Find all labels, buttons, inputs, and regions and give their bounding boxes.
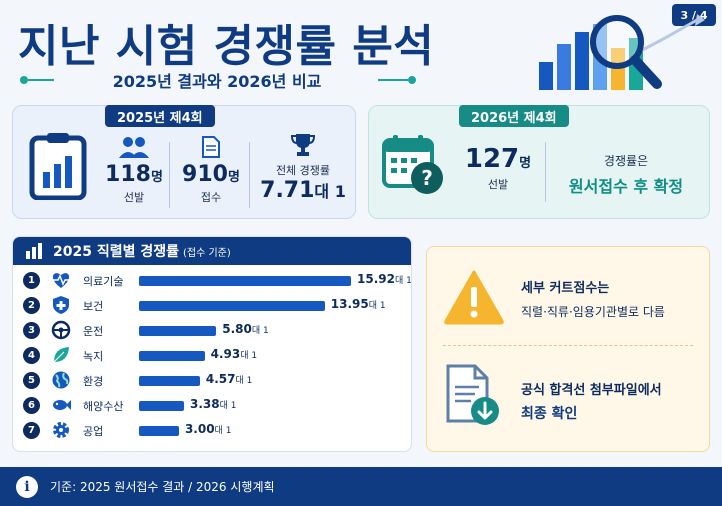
- divider: [545, 142, 546, 202]
- rank-value: 4.93대 1: [210, 347, 258, 361]
- official-note-line2: 최종 확인: [521, 406, 578, 422]
- divider: [169, 142, 170, 208]
- notes-divider: [443, 345, 693, 346]
- steering-wheel-icon: [51, 320, 71, 340]
- page-title: 지난 시험 경쟁률 분석: [18, 21, 435, 72]
- stat-label: 선발: [123, 191, 145, 204]
- stat-selected-2026: 127명 선발: [459, 144, 537, 192]
- rank-number-badge: 3: [23, 322, 40, 339]
- rank-category-name: 운전: [83, 325, 104, 338]
- ranking-title: 2025 직렬별 경쟁률: [53, 244, 179, 260]
- footer: i 기준: 2025 원서접수 결과 / 2026 시행계획: [0, 467, 722, 506]
- ranking-row: 1 의료기술 15.92대 1: [13, 269, 412, 293]
- ranking-row: 3 운전 5.80대 1: [13, 319, 411, 343]
- rank-bar: [139, 301, 325, 311]
- rank-number-badge: 7: [23, 422, 40, 439]
- stat-unit: 명: [519, 156, 532, 171]
- stat-value: 910: [182, 162, 228, 187]
- ranking-row: 6 해양수산 3.38대 1: [13, 394, 411, 418]
- document-download-icon: [446, 364, 499, 425]
- rank-bar: [139, 376, 200, 386]
- rank-number-badge: 5: [23, 372, 40, 389]
- rank-category-name: 보건: [83, 300, 104, 313]
- stat-label: 선발: [487, 178, 509, 191]
- stat-rate-2026: 경쟁률은 원서접수 후 확정: [551, 152, 701, 197]
- subtitle-row: 2025년 결과와 2026년 비교: [20, 68, 416, 92]
- subtitle-line-left: [28, 79, 54, 81]
- rank-value: 15.92대 1: [357, 272, 412, 286]
- document-icon: [202, 136, 220, 158]
- subtitle-dot-right: [408, 76, 416, 84]
- bar-chart-magnifier-icon: [539, 14, 705, 90]
- people-icon: [119, 137, 149, 158]
- divider: [249, 142, 250, 208]
- card-2025: 2025년 제4회 118명 선발 910명 접수: [12, 105, 356, 219]
- rank-number-badge: 2: [23, 297, 40, 314]
- cutoff-note-line2: 직렬·직류·임용기관별로 다름: [521, 305, 665, 319]
- ranking-row: 5 환경 4.57대 1: [13, 369, 411, 393]
- subtitle-dot-left: [20, 76, 28, 84]
- gear-icon: [53, 422, 69, 438]
- rank-category-name: 녹지: [83, 350, 104, 363]
- rank-value: 3.38대 1: [190, 397, 237, 411]
- rank-category-name: 환경: [83, 375, 104, 388]
- rank-number-badge: 4: [23, 347, 40, 364]
- ranking-header: 2025 직렬별 경쟁률 (접수 기준): [13, 237, 411, 265]
- stat-value: 118: [105, 162, 151, 187]
- trophy-icon: [291, 134, 315, 156]
- stat-label: 접수: [200, 191, 222, 204]
- stat-unit: 명: [150, 170, 163, 185]
- subtitle: 2025년 결과와 2026년 비교: [112, 72, 322, 91]
- rate-unit: 대 1: [314, 182, 346, 201]
- cutoff-note-line1: 세부 커트점수는: [521, 281, 610, 296]
- rate-value: 원서접수 후 확정: [568, 177, 684, 196]
- svg-text:?: ?: [421, 166, 433, 190]
- card-2026: 2026년 제4회 ? 127명 선발 경쟁률은 원서접수 후 확정: [368, 105, 710, 219]
- leaf-icon: [53, 347, 69, 363]
- rank-value: 13.95대 1: [330, 297, 386, 311]
- ranking-note: (접수 기준): [183, 247, 231, 259]
- ranking-row: 7 공업 3.00대 1: [13, 419, 411, 443]
- rank-bar: [139, 401, 184, 411]
- rate-label: 경쟁률은: [603, 154, 649, 168]
- official-note-line1: 공식 합격선 첨부파일에서: [521, 383, 662, 398]
- rank-category-name: 해양수산: [83, 400, 124, 413]
- card-2026-tag: 2026년 제4회: [459, 105, 569, 127]
- rank-category-name: 의료기술: [83, 275, 124, 288]
- notes-panel: 세부 커트점수는 직렬·직류·임용기관별로 다름 공식 합격선 첨부파일에서 최…: [426, 246, 710, 452]
- ranking-row: 2 보건 13.95대 1: [13, 294, 411, 318]
- stat-rate-2025: 전체 경쟁률 7.71대 1: [251, 132, 355, 203]
- stat-applied-2025: 910명 접수: [173, 136, 249, 205]
- info-icon: i: [16, 475, 38, 498]
- rank-bar: [139, 326, 217, 336]
- card-2025-tag: 2025년 제4회: [105, 105, 215, 127]
- rank-number-badge: 1: [23, 272, 40, 289]
- fish-icon: [53, 400, 71, 410]
- warning-icon: [444, 270, 504, 325]
- ranking-panel: 2025 직렬별 경쟁률 (접수 기준) 1 의료기술 15.92대 1 2 보건 13.…: [12, 236, 412, 452]
- stat-value: 127: [464, 144, 520, 174]
- ranking-row: 4 녹지 4.93대 1: [13, 344, 411, 368]
- bar-chart-icon: [26, 243, 42, 259]
- rank-value: 4.57대 1: [205, 372, 253, 386]
- rate-label: 전체 경쟁률: [275, 164, 331, 177]
- footer-text: 기준: 2025 원서접수 결과 / 2026 시행계획: [50, 480, 275, 494]
- rank-bar: [139, 426, 179, 436]
- rate-value: 7.71: [260, 178, 315, 203]
- rank-bar: [139, 351, 205, 361]
- rank-value: 5.80대 1: [222, 322, 269, 336]
- stat-selected-2025: 118명 선발: [97, 136, 171, 205]
- stat-unit: 명: [227, 170, 240, 185]
- heartbeat-icon: [52, 273, 70, 288]
- medical-shield-icon: [53, 296, 69, 314]
- clipboard-chart-icon: [29, 133, 87, 200]
- rank-category-name: 공업: [83, 425, 104, 438]
- rank-number-badge: 6: [23, 397, 40, 414]
- globe-icon: [52, 371, 70, 389]
- subtitle-line-right: [378, 79, 408, 81]
- rank-value: 3.00대 1: [184, 422, 232, 436]
- calendar-question-icon: ?: [382, 135, 443, 194]
- rank-bar: [139, 276, 351, 286]
